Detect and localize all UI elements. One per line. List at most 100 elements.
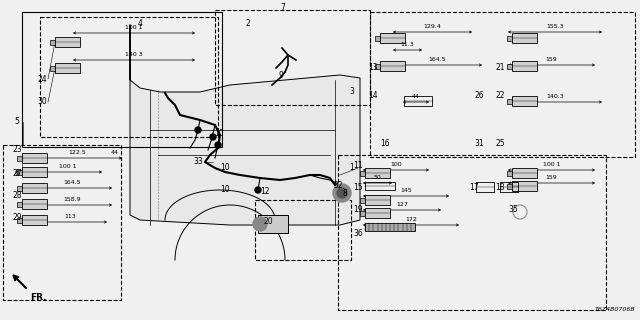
Bar	[365, 168, 390, 178]
Text: 9: 9	[278, 70, 284, 79]
Text: 129.4: 129.4	[424, 24, 442, 29]
Bar	[512, 33, 537, 43]
Text: 122.5: 122.5	[68, 150, 86, 155]
Circle shape	[333, 184, 351, 202]
Text: 18: 18	[495, 182, 505, 191]
Circle shape	[195, 127, 201, 133]
Text: 21: 21	[495, 63, 505, 73]
Circle shape	[215, 142, 221, 148]
Text: 25: 25	[495, 139, 505, 148]
Bar	[365, 208, 390, 218]
Bar	[22, 153, 47, 163]
Bar	[22, 199, 47, 209]
Polygon shape	[130, 25, 360, 225]
Text: 145: 145	[400, 188, 412, 193]
Bar	[55, 63, 80, 73]
Text: 32: 32	[333, 180, 343, 189]
Text: 23: 23	[12, 146, 22, 155]
Text: 16: 16	[380, 139, 390, 148]
Bar	[375, 64, 380, 69]
Text: 100 1: 100 1	[59, 164, 76, 169]
Circle shape	[337, 188, 347, 198]
Bar	[258, 215, 288, 233]
Bar	[22, 12, 222, 147]
Text: 14: 14	[368, 92, 378, 100]
Bar	[512, 96, 537, 106]
Bar	[22, 183, 47, 193]
Bar	[512, 168, 537, 178]
Bar	[370, 12, 635, 157]
Bar	[17, 156, 22, 161]
Bar	[365, 182, 395, 190]
Text: 26: 26	[474, 92, 484, 100]
Text: 100 1: 100 1	[125, 25, 143, 30]
Bar	[338, 155, 606, 310]
Text: 24: 24	[37, 75, 47, 84]
Bar	[507, 36, 512, 41]
Bar	[22, 215, 47, 225]
Text: 159: 159	[546, 57, 557, 62]
Bar	[50, 40, 55, 45]
Text: 29: 29	[12, 213, 22, 222]
Bar	[380, 61, 405, 71]
Text: 4: 4	[138, 20, 143, 28]
Text: 113: 113	[64, 214, 76, 219]
Text: 36: 36	[353, 229, 363, 238]
Text: 100: 100	[390, 162, 402, 167]
Bar	[507, 99, 512, 104]
Text: 22: 22	[495, 92, 505, 100]
Text: 11.3: 11.3	[401, 42, 414, 47]
Bar	[3, 145, 121, 300]
Text: 164.5: 164.5	[64, 180, 81, 185]
Bar	[22, 167, 47, 177]
Bar	[507, 184, 512, 189]
Text: T6Z4B0706B: T6Z4B0706B	[595, 307, 635, 312]
Bar	[365, 223, 415, 231]
Text: 19: 19	[353, 205, 363, 214]
Bar	[507, 171, 512, 176]
Text: 100 1: 100 1	[543, 162, 560, 167]
Bar	[380, 33, 405, 43]
Text: 127: 127	[396, 202, 408, 207]
Bar	[500, 182, 518, 192]
Text: 30: 30	[37, 98, 47, 107]
Text: 10: 10	[220, 186, 230, 195]
Text: 20: 20	[263, 218, 273, 227]
Text: 44: 44	[111, 150, 119, 155]
Text: 159: 159	[546, 175, 557, 180]
Bar	[365, 195, 390, 205]
Bar	[215, 10, 370, 105]
Text: 6: 6	[15, 170, 19, 179]
Bar	[360, 211, 365, 216]
Bar	[512, 181, 537, 191]
Text: 33: 33	[193, 157, 203, 166]
Text: 17: 17	[469, 182, 479, 191]
Bar	[360, 198, 365, 203]
Text: 140 3: 140 3	[125, 52, 143, 57]
Bar	[17, 170, 22, 175]
Text: 8: 8	[342, 188, 348, 197]
Text: 31: 31	[474, 139, 484, 148]
Bar	[507, 64, 512, 69]
Bar	[404, 96, 432, 106]
Bar	[40, 17, 218, 137]
Text: 172: 172	[405, 217, 417, 222]
Text: 50: 50	[374, 175, 381, 180]
Text: 12: 12	[260, 188, 269, 196]
Text: 7: 7	[280, 4, 285, 12]
Circle shape	[253, 217, 267, 231]
Text: 15: 15	[353, 182, 363, 191]
Bar	[255, 200, 351, 260]
Text: 10: 10	[220, 164, 230, 172]
Text: 13: 13	[368, 63, 378, 73]
Text: 2: 2	[246, 20, 250, 28]
Text: 35: 35	[508, 205, 518, 214]
Text: 1: 1	[349, 164, 355, 172]
Text: 10: 10	[214, 130, 224, 139]
Bar	[17, 202, 22, 207]
Bar	[360, 171, 365, 176]
Text: 11: 11	[353, 162, 363, 171]
Bar	[50, 66, 55, 71]
Text: 44: 44	[412, 94, 420, 99]
Bar	[512, 61, 537, 71]
